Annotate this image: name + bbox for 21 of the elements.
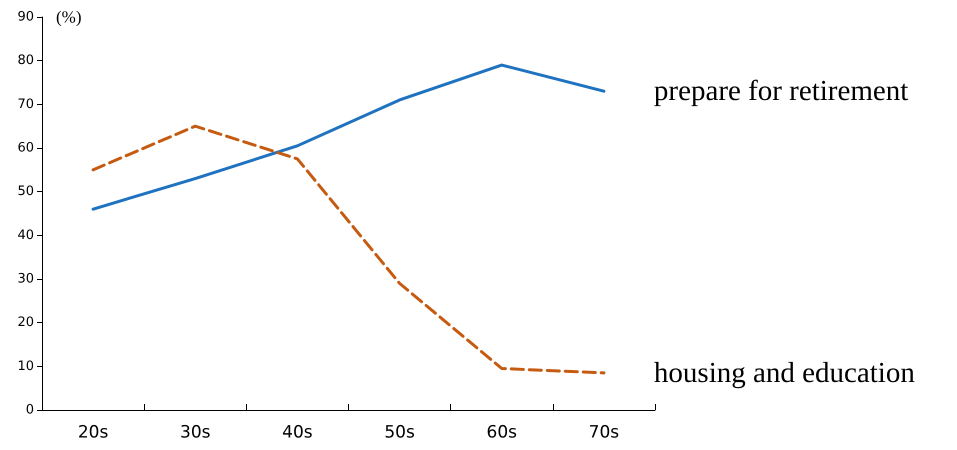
y-tick-label: 40	[17, 228, 34, 243]
x-tick-label: 70s	[588, 422, 620, 442]
y-tick-label: 50	[17, 184, 34, 200]
y-tick-label: 30	[17, 272, 34, 286]
y-tick-label: 80	[17, 53, 34, 68]
x-tick-label: 60s	[486, 422, 518, 442]
x-tick-label: 30s	[180, 422, 211, 442]
line-series	[92, 64, 606, 211]
y-tick-label: 10	[17, 358, 34, 374]
y-tick-label: 20	[17, 315, 34, 330]
x-tick-label: 20s	[78, 422, 108, 442]
series-label: housing and education	[654, 356, 916, 389]
y-tick-label: 90	[17, 10, 34, 24]
series-label: prepare for retirement	[654, 75, 908, 108]
y-tick-label: 70	[17, 96, 34, 112]
x-tick-label: 40s	[282, 422, 313, 442]
y-tick-label: 0	[26, 402, 34, 418]
line-series	[92, 124, 606, 374]
x-tick-label: 50s	[384, 422, 415, 442]
y-axis-title: (%)	[56, 8, 82, 26]
y-tick-label: 60	[17, 140, 34, 156]
